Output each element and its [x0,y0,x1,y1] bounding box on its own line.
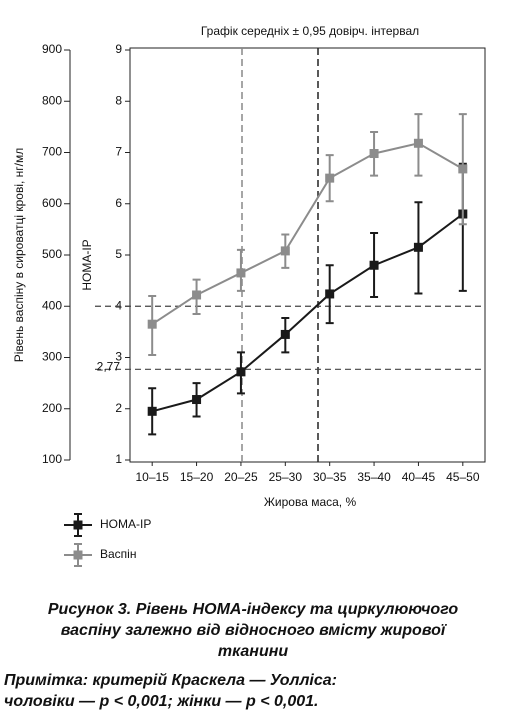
ref-label: 2,77 [97,359,121,373]
point [325,173,335,183]
y2-tick-label: 6 [115,196,122,210]
note-line: чоловіки — p < 0,001; жінки — p < 0,001. [4,693,318,710]
y2-tick-label: 1 [115,452,122,466]
y2-tick-label: 3 [115,350,122,364]
series-line [151,142,464,326]
x-axis-label: Жирова маса, % [264,495,357,509]
point [192,290,202,300]
x-tick-label: 15–20 [180,470,214,484]
point [236,268,246,278]
y2-tick-label: 2 [115,401,122,415]
legend-marker [73,550,83,560]
caption-line: Рисунок 3. Рівень НОМА-індексу та циркул… [48,601,458,618]
y-tick-label: 400 [42,298,62,312]
chart-title: Графік середніх ± 0,95 довірч. інтервал [201,24,419,38]
point [369,260,379,270]
point [413,138,423,148]
note-line: Примітка: критерій Краскела — Уолліса: [4,672,337,689]
series-line [151,213,464,413]
x-tick-label: 10–15 [136,470,170,484]
y-axis-label: Рівень васпіну в сироватці крові, нг/мл [12,148,26,363]
x-tick-label: 35–40 [357,470,391,484]
y-tick-label: 500 [42,247,62,261]
plot-frame [129,47,486,463]
y2-tick-label: 9 [115,42,122,56]
x-tick-label: 25–30 [269,470,303,484]
y-tick-label: 200 [42,401,62,415]
point [325,289,335,299]
legend-label: Васпін [100,547,136,561]
y2-tick-label: 4 [115,298,122,312]
point [369,149,379,159]
x-tick-label: 30–35 [313,470,347,484]
point [413,242,423,252]
x-tick-label: 40–45 [402,470,436,484]
point [236,367,246,377]
y2-tick-label: 8 [115,93,122,107]
y-tick-label: 100 [42,452,62,466]
legend-marker [73,520,83,530]
y2-tick-label: 7 [115,145,122,159]
y2-tick-label: 5 [115,247,122,261]
y-tick-label: 700 [42,145,62,159]
point [280,329,290,339]
y-tick-label: 600 [42,196,62,210]
x-tick-label: 45–50 [446,470,480,484]
y-tick-label: 900 [42,42,62,56]
y-tick-label: 800 [42,93,62,107]
caption-line: васпіну залежно від відносного вмісту жи… [61,622,448,639]
legend-label: HOMA-IP [100,517,151,531]
point [147,319,157,329]
y-tick-label: 300 [42,350,62,364]
point [192,395,202,405]
point [280,246,290,256]
caption-line: тканини [218,643,289,660]
point [458,164,468,174]
point [147,406,157,416]
y2-axis-label: HOMA-IP [80,239,94,290]
x-tick-label: 20–25 [224,470,258,484]
